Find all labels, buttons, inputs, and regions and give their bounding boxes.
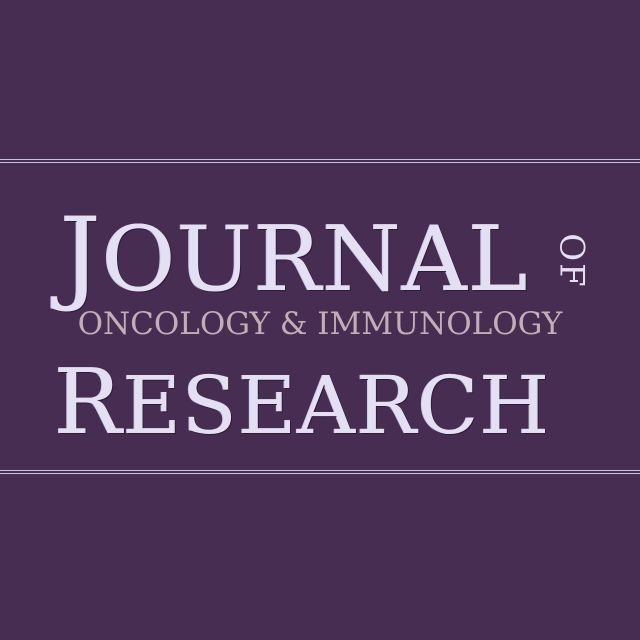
research-rest: ESEARCH (122, 359, 551, 452)
top-divider-rule (0, 159, 640, 163)
journal-initial: J (60, 196, 102, 315)
journal-word: JOURNAL (60, 205, 528, 307)
subtitle-oncology-immunology: ONCOLOGY & IMMUNOLOGY (77, 306, 563, 342)
research-initial: R (54, 350, 123, 455)
bottom-divider-rule (0, 470, 640, 474)
of-word: OF (551, 233, 592, 289)
journal-rest: OURNAL (101, 207, 529, 312)
research-word: RESEARCH (54, 358, 594, 448)
